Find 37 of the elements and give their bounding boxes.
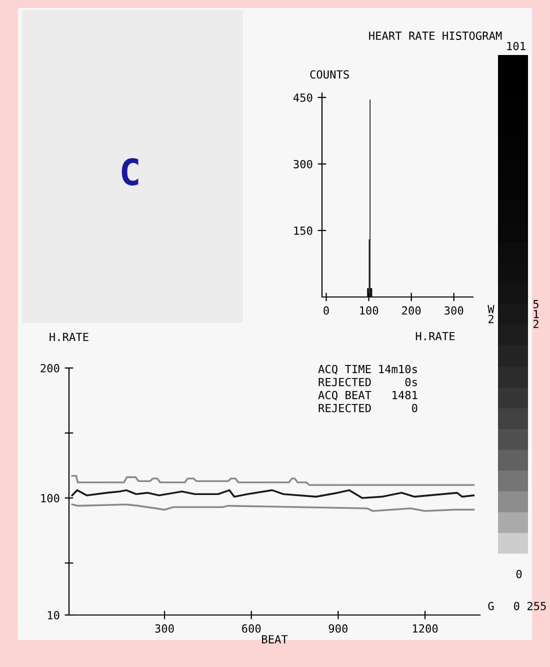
line-series — [71, 504, 475, 512]
annotation: 14m10s — [379, 364, 417, 374]
text: 0 — [516, 570, 522, 578]
annotation: ACQ TIME — [318, 364, 371, 375]
x-tick-label: 300 — [444, 306, 464, 315]
y-tick-label: 100 — [41, 494, 60, 502]
y-tick-label: 300 — [294, 160, 312, 168]
annotation: REJECTED — [318, 404, 371, 412]
x-tick-label: 200 — [402, 306, 421, 315]
annotation: ACQ BEAT — [318, 390, 372, 401]
x-tick-label: 600 — [242, 624, 261, 633]
annotation: 0 — [412, 404, 418, 412]
y-tick-label: 200 — [40, 364, 60, 372]
chart-title: HEART RATE HISTOGRAM — [369, 32, 502, 40]
y-tick-label: 10 — [48, 611, 60, 620]
y-axis-title: COUNTS — [310, 70, 349, 79]
x-tick-label: 1200 — [412, 624, 438, 633]
x-axis-title: H.RATE — [416, 332, 455, 340]
x-tick-label: 0 — [324, 306, 329, 315]
text: 512 — [533, 300, 539, 328]
annotation: 1481 — [392, 390, 418, 400]
text: W2 — [488, 305, 494, 324]
text: 101 — [507, 42, 526, 50]
y-axis-title: H.RATE — [50, 332, 88, 341]
x-tick-label: 100 — [360, 306, 378, 315]
line-series — [71, 489, 475, 499]
x-tick-label: 900 — [328, 624, 348, 633]
annotation: REJECTED — [318, 378, 371, 386]
line-series — [71, 474, 475, 486]
y-tick-label: 450 — [293, 93, 312, 102]
text: 0 255 — [514, 602, 546, 610]
x-tick-label: 300 — [155, 624, 174, 633]
x-axis-title: BEAT — [262, 635, 288, 644]
text: G — [488, 602, 494, 610]
annotation: 0s — [405, 378, 417, 386]
text: C — [122, 158, 138, 186]
y-tick-label: 150 — [294, 226, 312, 235]
